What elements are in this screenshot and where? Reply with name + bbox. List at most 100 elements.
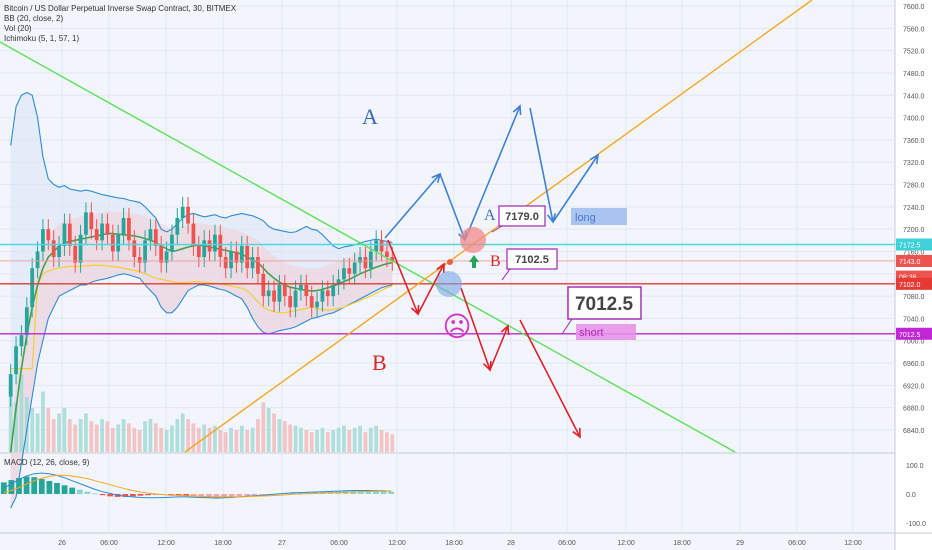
volume-bar <box>234 430 239 452</box>
volume-bar <box>89 421 94 452</box>
candle-body <box>67 223 72 246</box>
price-tag-label: 7143.0 <box>899 259 921 266</box>
candle-body <box>379 240 384 252</box>
bb-upper-line <box>10 91 393 250</box>
badge-7179-pointer <box>491 225 503 233</box>
volume-bar <box>272 413 276 452</box>
volume-bar <box>266 408 271 452</box>
candle-body <box>35 251 40 269</box>
volume-bar <box>30 408 35 452</box>
y-tick-label: 6880.0 <box>903 406 925 413</box>
red-arrow-1 <box>387 239 419 315</box>
candle-body <box>304 284 309 297</box>
candle-body <box>19 335 24 347</box>
volume-bar <box>180 413 185 452</box>
volume-bar <box>186 419 190 452</box>
candle-body <box>73 245 78 263</box>
green-up-arrow-icon <box>469 255 479 268</box>
volume-bar <box>368 427 373 452</box>
volume-bars <box>8 375 395 452</box>
candle-body <box>358 257 362 263</box>
volume-bar <box>196 427 201 452</box>
candle-body <box>213 234 217 252</box>
macd-histogram-bar <box>76 489 83 494</box>
macd-histogram-bar <box>8 480 15 494</box>
volume-bar <box>127 423 131 452</box>
macd-histogram-bar <box>54 482 60 494</box>
x-tick-label: 18:00 <box>214 540 232 547</box>
y-tick-label: 7520.0 <box>903 49 925 56</box>
candle-body <box>94 229 99 241</box>
macd-histogram-bar <box>175 494 182 496</box>
macd-plot <box>0 472 395 499</box>
letter-b-small: B <box>490 253 501 270</box>
macd-histogram-bar <box>213 494 220 499</box>
x-tick-label: 29 <box>736 540 744 547</box>
volume-bar <box>116 424 121 452</box>
red-arrow-4 <box>489 325 509 371</box>
volume-bar <box>78 419 83 452</box>
y-tick-label: 7360.0 <box>903 138 925 145</box>
candle-body <box>78 234 83 263</box>
x-tick-label: 18:00 <box>673 540 691 547</box>
trendline-green-descending <box>0 41 736 453</box>
candle-body <box>116 234 121 252</box>
candle-body <box>132 240 137 258</box>
macd-histogram-bar <box>304 492 311 494</box>
macd-histogram-bar <box>46 480 53 494</box>
macd-histogram-bar <box>289 492 296 494</box>
volume-bar <box>73 424 78 452</box>
price-tag-label: 7012.5 <box>899 332 921 339</box>
candle-body <box>245 245 250 269</box>
badge-7012-text: 7012.5 <box>575 294 634 315</box>
candle-body <box>105 223 110 235</box>
volume-bar <box>315 430 319 452</box>
volume-bar <box>105 421 110 452</box>
x-tick-label: 26 <box>58 540 66 547</box>
letter-b-bottom: B <box>372 350 387 375</box>
letter-a-small: A <box>484 207 496 224</box>
candle-body <box>325 290 330 297</box>
volume-bar <box>256 419 260 452</box>
volume-bar <box>51 419 56 452</box>
volume-bar <box>207 427 212 452</box>
volume-bar <box>94 424 99 452</box>
volume-bar <box>390 434 395 452</box>
x-tick-label: 06:00 <box>788 540 806 547</box>
macd-histogram-bar <box>388 491 395 494</box>
macd-histogram-bar <box>99 494 106 496</box>
badge-7102-box <box>506 248 558 270</box>
volume-bar <box>261 402 266 452</box>
badge-7179-box <box>498 205 546 227</box>
blue-arrow-4 <box>529 107 554 223</box>
candle-body <box>223 257 228 269</box>
x-axis-ticks: 26 06:00 12:00 18:00 27 06:00 12:00 18:00 28 06:0… <box>58 540 862 547</box>
x-tick-label: 12:00 <box>388 540 406 547</box>
candle-body <box>110 234 115 252</box>
volume-bar <box>385 432 389 452</box>
red-marker-icon <box>447 259 453 265</box>
x-tick-label: 12:00 <box>617 540 635 547</box>
candle-body <box>261 273 266 297</box>
volume-bar <box>320 427 325 452</box>
blue-arrow-5 <box>552 154 599 223</box>
macd-histogram-bar <box>259 494 265 495</box>
candle-body <box>180 206 185 218</box>
candle-body <box>315 301 319 308</box>
signal-line <box>3 474 392 498</box>
candle-body <box>89 212 94 230</box>
y-tick-label: 6960.0 <box>903 361 925 368</box>
candle-body <box>277 284 282 302</box>
candle-body <box>143 240 147 263</box>
candle-body <box>207 240 212 252</box>
macd-histogram-bar <box>38 478 45 494</box>
y-tick-label: 7240.0 <box>903 205 925 212</box>
short-label-box <box>576 324 636 340</box>
volume-bar <box>229 427 233 452</box>
volume-bar <box>19 375 24 452</box>
volume-bar <box>304 430 309 452</box>
y-tick-label: 7400.0 <box>903 116 925 123</box>
macd-histogram-bar <box>61 485 68 494</box>
macd-histogram-bar <box>365 490 372 494</box>
